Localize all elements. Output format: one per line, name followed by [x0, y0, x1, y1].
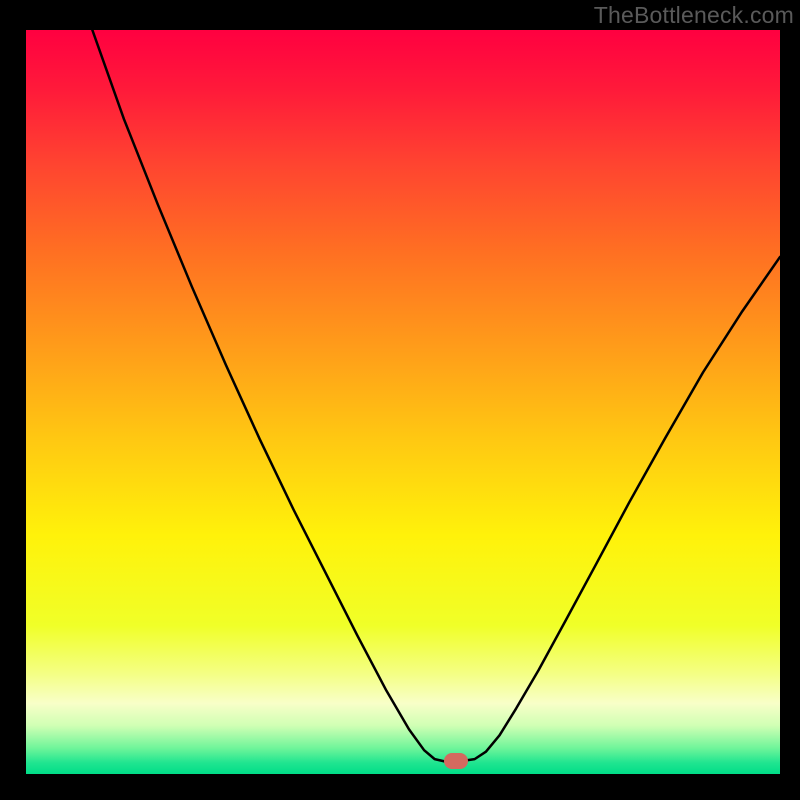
watermark-text: TheBottleneck.com [594, 2, 794, 29]
curve-line [26, 30, 780, 774]
chart-container: TheBottleneck.com [0, 0, 800, 800]
plot-area [26, 30, 780, 774]
bottleneck-curve-path [92, 30, 780, 761]
optimum-marker [444, 753, 468, 769]
